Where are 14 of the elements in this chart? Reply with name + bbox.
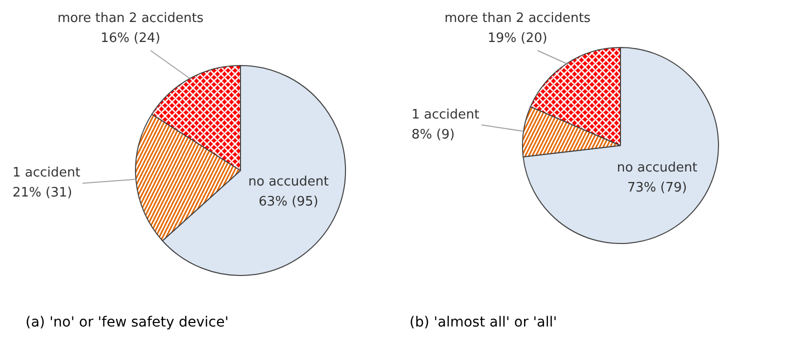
slice-label: more than 2 accidents xyxy=(444,11,591,26)
text: (b) 'almost all' or 'all' xyxy=(410,314,557,330)
data-label: 19% (20) xyxy=(488,31,548,46)
data-label: 8% (9) xyxy=(412,127,455,142)
slice-label: no accudent xyxy=(248,174,329,190)
data-label: 16% (24) xyxy=(100,31,160,46)
slice-label: 1 accident xyxy=(412,107,480,122)
slice-label: more than 2 accidents xyxy=(57,11,204,26)
data-label: 63% (95) xyxy=(258,194,318,210)
slice-label: 1 accident xyxy=(12,166,80,181)
data-label: 21% (31) xyxy=(12,186,72,201)
slice-label: no accudent xyxy=(616,160,698,176)
text: (a) 'no' or 'few safety device' xyxy=(26,314,229,330)
data-label: 73% (79) xyxy=(627,180,687,196)
